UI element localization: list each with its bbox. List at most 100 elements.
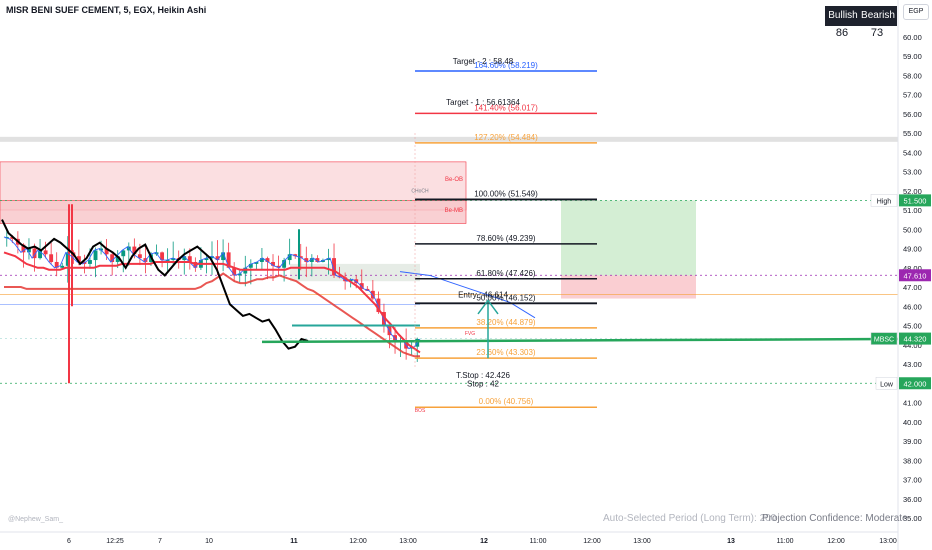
candle-body (160, 252, 165, 261)
y-tick-label: 38.00 (903, 456, 922, 465)
price-badge-label-bg-3 (875, 377, 898, 390)
indicator-line-1 (3, 251, 421, 354)
candle-body (359, 283, 364, 289)
candle-body (293, 254, 298, 257)
candle-body (93, 250, 98, 261)
candle-body (110, 254, 115, 262)
candle-body (248, 263, 253, 268)
stop-label: Stop : 42 (467, 379, 500, 388)
fvg-label: FVG (465, 331, 475, 337)
y-tick-label: 58.00 (903, 71, 922, 80)
candle-body (38, 250, 42, 259)
currency-badge[interactable]: EGP (903, 4, 929, 20)
candle-body (298, 256, 303, 259)
bearish-button[interactable]: Bearish (859, 6, 897, 26)
price-badge-value-1: 47.610 (904, 271, 927, 280)
be-mb-zone (0, 200, 467, 224)
y-tick-label: 49.00 (903, 245, 922, 254)
be-mb-label: Be-MB (445, 208, 463, 214)
x-tick-label: 12:00 (827, 538, 845, 545)
y-tick-label: 44.00 (903, 341, 922, 350)
range-band (290, 263, 420, 282)
price-badge-value-bg-0 (899, 194, 931, 207)
candle-body (76, 256, 81, 262)
candle-body (276, 265, 281, 268)
candle-body (104, 248, 109, 255)
candle-body (187, 256, 192, 262)
chart-title: MISR BENI SUEF CEMENT, 5, EGX, Heikin As… (6, 5, 207, 15)
y-tick-label: 50.00 (903, 225, 922, 234)
x-tick-label: 7 (158, 538, 162, 545)
indicator-line-0 (3, 236, 421, 350)
candle-body (221, 252, 226, 261)
candle-body (182, 256, 187, 261)
fib-label-5: 61.80% (47.426) (476, 269, 535, 278)
candle-body (115, 256, 120, 262)
tstop-label: T.Stop : 42.426 (456, 371, 510, 380)
candle-body (21, 244, 26, 253)
fib-label-9: 0.00% (40.756) (479, 397, 534, 406)
x-tick-label: 12:25 (106, 538, 124, 545)
x-tick-label: 11:00 (777, 538, 794, 545)
fib-label-8: 23.60% (43.303) (476, 348, 535, 357)
price-badge-label-3: Low (880, 381, 894, 388)
candle-body (237, 273, 242, 276)
y-tick-label: 40.00 (903, 418, 922, 427)
fib-label-1: 141.40% (56.017) (474, 103, 538, 112)
y-tick-label: 53.00 (903, 168, 922, 177)
candle-body (49, 254, 54, 262)
y-tick-label: 51.00 (903, 206, 922, 215)
x-tick-label: 13:00 (399, 538, 417, 545)
candle-body (226, 252, 231, 268)
y-tick-label: 39.00 (903, 437, 922, 446)
price-badge-value-bg-2 (899, 332, 931, 345)
candle-body (287, 254, 292, 261)
y-tick-label: 43.00 (903, 360, 922, 369)
bearish-count: 73 (870, 27, 884, 39)
entry-label: Entry : 46.614 (458, 290, 508, 299)
candle-body (309, 258, 314, 262)
candle-body (282, 260, 287, 268)
candle-body (376, 298, 381, 313)
indicator-line-3 (1, 219, 309, 350)
candle-body (32, 248, 37, 259)
candle-body (60, 265, 65, 268)
grey-band (0, 136, 898, 142)
blue-projection (399, 271, 536, 319)
price-badge-value-3: 42.000 (904, 379, 927, 388)
period-label: Auto-Selected Period (Long Term): 200 (603, 513, 777, 524)
target1-label: Target - 1 : 56.61364 (446, 98, 520, 107)
x-tick-label: 11 (290, 538, 298, 545)
candle-body (215, 256, 220, 261)
candle-body (132, 246, 137, 255)
candle-body (370, 290, 375, 299)
mbsc-line (261, 337, 899, 344)
candle-body (27, 248, 31, 253)
candle-body (343, 277, 348, 282)
candle-body (171, 258, 176, 261)
candle-body (265, 258, 270, 262)
loss-zone (561, 275, 696, 299)
fib-label-2: 127.20% (54.484) (474, 133, 538, 142)
candle-body (354, 279, 359, 284)
watermark: @Nephew_Sam_ (8, 516, 63, 523)
candle-body (65, 252, 70, 266)
y-tick-label: 59.00 (903, 52, 922, 61)
y-tick-label: 37.00 (903, 476, 922, 485)
candle-body (43, 250, 48, 255)
target2-label: Target - 2 : 58.48 (453, 57, 514, 66)
fib-label-7: 38.20% (44.879) (476, 318, 535, 327)
candle-body (271, 261, 275, 266)
candle-body (88, 260, 92, 264)
choch-label: CHoCH (411, 189, 429, 195)
x-tick-label: 13 (727, 538, 735, 545)
price-badge-label-bg-0 (870, 194, 898, 207)
price-badge-value-0: 51.500 (904, 196, 927, 205)
candle-body (254, 261, 259, 264)
candle-body (232, 267, 237, 276)
y-tick-label: 36.00 (903, 495, 922, 504)
y-tick-label: 41.00 (903, 399, 922, 408)
be-ob-label: Be-OB (445, 177, 463, 183)
